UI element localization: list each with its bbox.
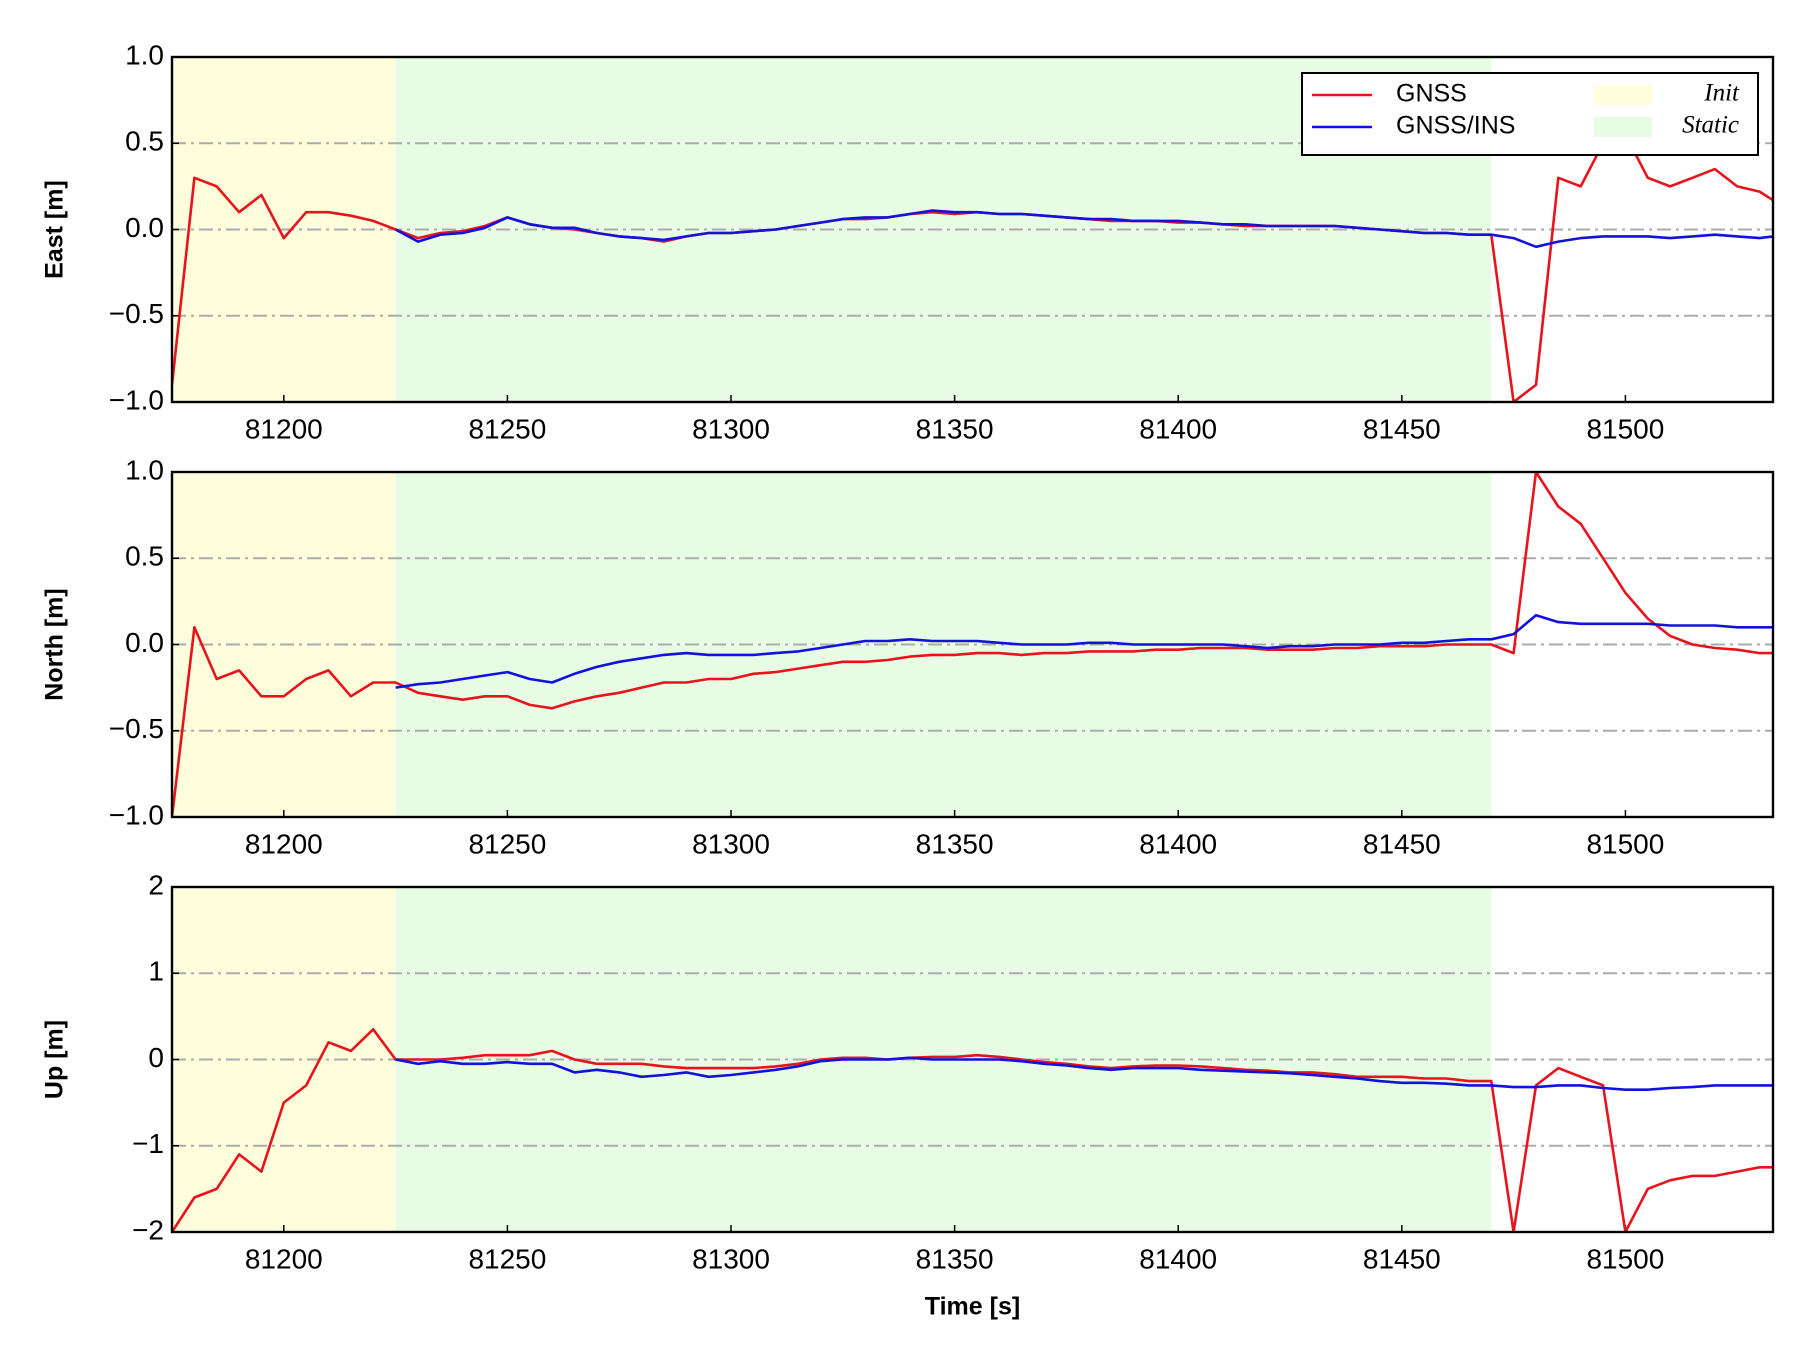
y-tick-label: 0.5 [125,126,164,157]
y-tick-label: −1 [132,1128,164,1159]
series-line [395,613,1773,689]
legend-label: Init [1703,80,1740,107]
x-tick-label: 81250 [468,413,546,444]
y-tick-label: −0.5 [109,298,164,329]
axes-frame [170,55,1775,404]
legend-label: GNSS [1396,80,1467,108]
y-tick-label: −1.0 [109,799,164,830]
x-tick-label: 81450 [1363,413,1441,444]
y-tick-label: 1.0 [125,454,164,485]
y-axis-label: East [m] [41,180,69,279]
y-tick-label: 0 [148,1042,164,1073]
series-line [394,209,1773,249]
legend-box [1301,72,1759,156]
y-tick-label: 0.5 [125,541,164,572]
y-axis-label: Up [m] [41,1020,69,1099]
x-tick-label: 81300 [692,1243,770,1274]
legend-label: Static [1682,112,1739,139]
y-tick-label: −2 [132,1214,164,1245]
legend: GNSS GNSS/INS Init Static [1301,72,1759,156]
x-tick-label: 81350 [916,413,994,444]
y-tick-label: 0.0 [125,627,164,658]
legend-patch [1594,85,1652,105]
axes-frame [170,885,1775,1234]
legend-label: GNSS/INS [1396,112,1515,140]
x-tick-label: 81450 [1363,1243,1441,1274]
y-axis-label: North [m] [41,588,69,700]
y-tick-label: −0.5 [109,713,164,744]
x-tick-label: 81300 [692,828,770,859]
x-tick-label: 81400 [1139,1243,1217,1274]
x-tick-label: 81200 [245,413,323,444]
series-line [172,1028,1773,1232]
y-tick-label: 1.0 [125,39,164,70]
x-tick-label: 81250 [468,828,546,859]
x-tick-label: 81300 [692,413,770,444]
x-tick-label: 81500 [1586,413,1664,444]
y-tick-label: −1.0 [109,384,164,415]
x-tick-label: 81400 [1139,828,1217,859]
y-tick-label: 0.0 [125,212,164,243]
x-tick-label: 81450 [1363,828,1441,859]
x-tick-label: 81350 [916,1243,994,1274]
legend-patch [1594,117,1652,137]
series-line [172,472,1773,817]
x-tick-label: 81200 [245,1243,323,1274]
y-tick-label: 2 [148,869,164,900]
x-tick-label: 81200 [245,828,323,859]
x-axis-label: Time [s] [925,1293,1020,1321]
x-tick-label: 81400 [1139,413,1217,444]
series-line [395,1056,1773,1091]
y-tick-label: 1 [148,956,164,987]
axes-frame [170,470,1775,819]
x-tick-label: 81500 [1586,1243,1664,1274]
x-tick-label: 81500 [1586,828,1664,859]
x-tick-label: 81350 [916,828,994,859]
x-tick-label: 81250 [468,1243,546,1274]
